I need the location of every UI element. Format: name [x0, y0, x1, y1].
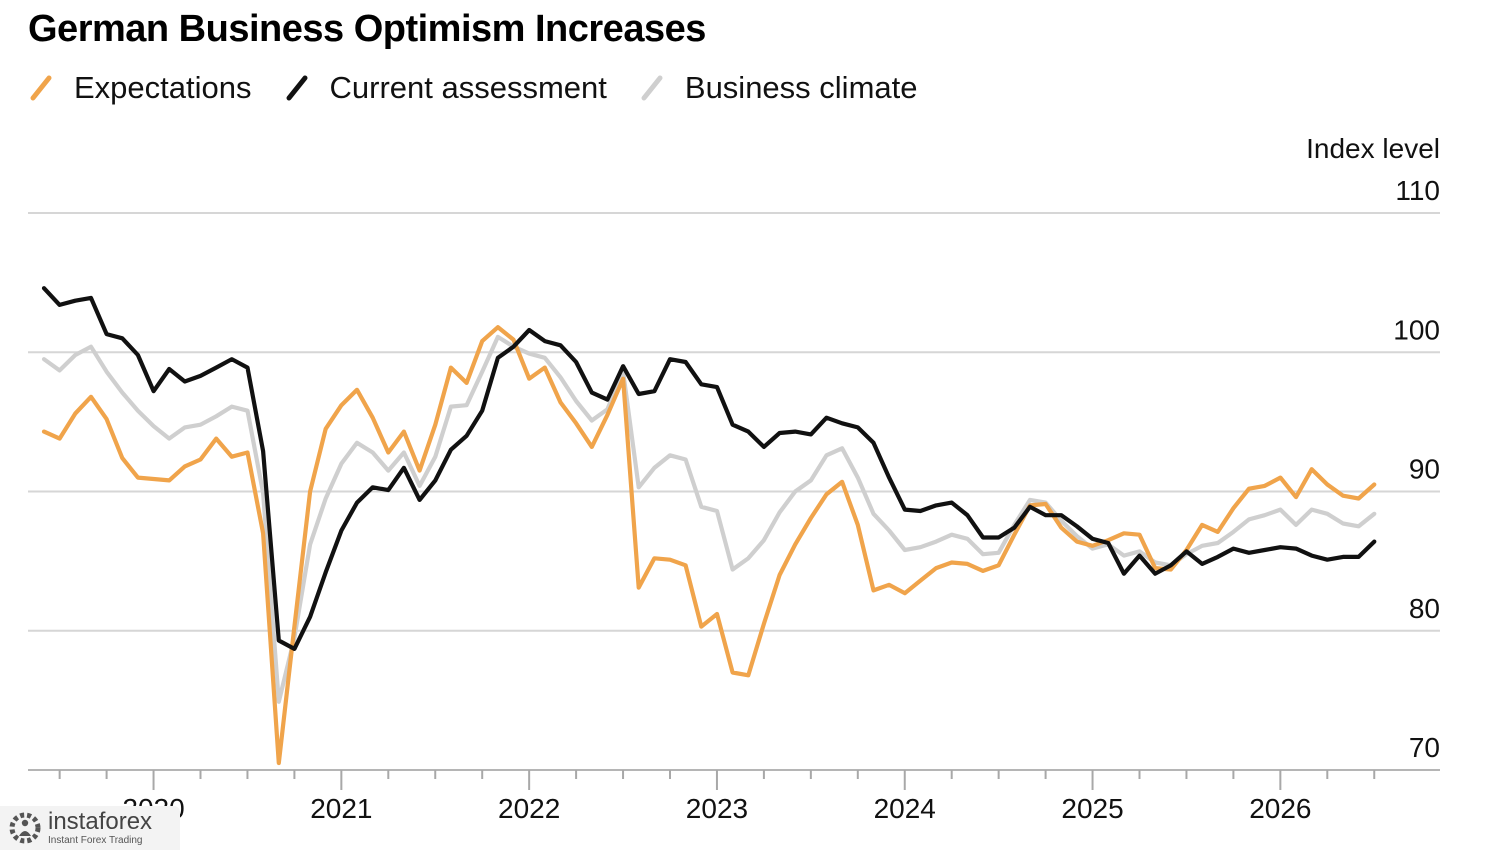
legend-item-business-climate: Business climate — [641, 70, 918, 106]
x-tick-label-2021: 2021 — [310, 793, 372, 824]
watermark-tagline: Instant Forex Trading — [48, 835, 143, 846]
y-tick-label-90: 90 — [1409, 454, 1440, 485]
legend-label-business-climate: Business climate — [684, 70, 918, 105]
x-tick-label-2023: 2023 — [686, 793, 748, 824]
y-tick-label-100: 100 — [1393, 314, 1440, 345]
legend-item-expectations: Expectations — [30, 70, 252, 106]
y-tick-label-70: 70 — [1409, 732, 1440, 763]
series-line-business-climate — [41, 334, 1377, 704]
series-line-expectations — [41, 325, 1377, 766]
legend-swatch-current-assessment — [286, 75, 307, 101]
x-tick-label-2024: 2024 — [874, 793, 936, 824]
x-tick-label-2022: 2022 — [498, 793, 560, 824]
y-axis-label: Index level — [1306, 133, 1440, 164]
chart-title: German Business Optimism Increases — [28, 8, 706, 50]
y-tick-label-110: 110 — [1395, 175, 1440, 206]
legend-swatch-expectations — [30, 75, 52, 101]
y-tick-label-80: 80 — [1409, 593, 1440, 624]
watermark: instaforex Instant Forex Trading — [0, 806, 180, 850]
legend-label-expectations: Expectations — [74, 70, 252, 105]
watermark-brand: instaforex — [48, 808, 153, 835]
legend-label-current-assessment: Current assessment — [329, 70, 607, 105]
legend-item-current-assessment: Current assessment — [286, 70, 607, 106]
legend-swatch-business-climate — [641, 75, 663, 101]
x-tick-label-2025: 2025 — [1061, 793, 1123, 824]
legend: Expectations Current assessment Business… — [30, 70, 951, 106]
gear-person-logo-icon — [9, 812, 41, 844]
series-line-current-assessment — [41, 286, 1377, 652]
x-tick-label-2026: 2026 — [1249, 793, 1311, 824]
